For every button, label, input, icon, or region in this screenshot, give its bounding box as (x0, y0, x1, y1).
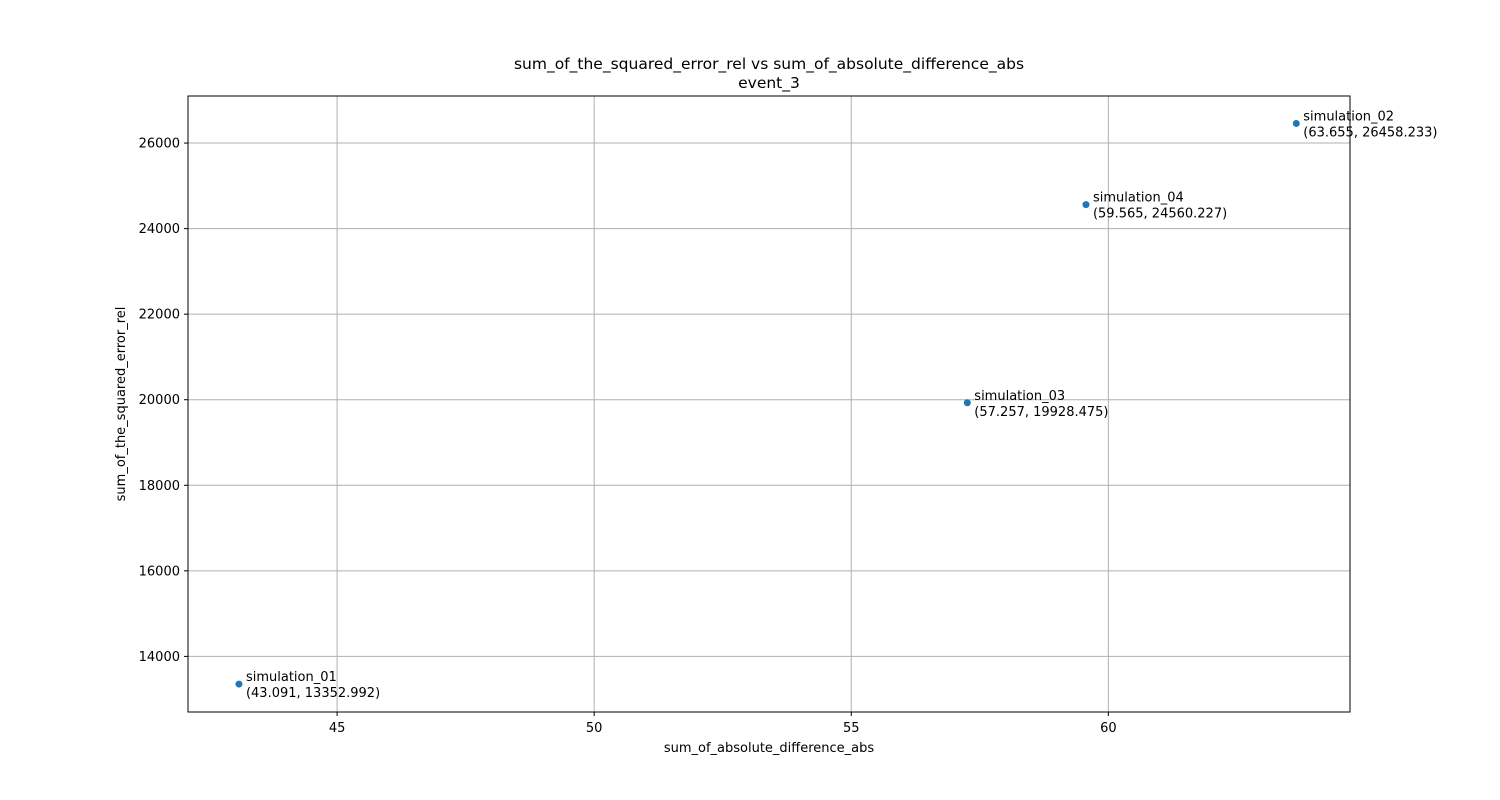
y-tick-label: 14000 (139, 650, 180, 665)
point-name-label: simulation_01 (246, 670, 337, 685)
scatter-point (235, 680, 243, 688)
x-tick-label: 60 (1100, 721, 1117, 736)
point-name-label: simulation_02 (1303, 109, 1394, 124)
y-tick-label: 26000 (139, 137, 180, 152)
point-coord-label: (63.655, 26458.233) (1303, 125, 1437, 140)
plot-area-frame (187, 95, 1351, 713)
x-tick-label: 45 (329, 721, 346, 736)
scatter-point (963, 399, 971, 407)
point-coord-label: (59.565, 24560.227) (1093, 207, 1227, 222)
x-tick-label: 55 (843, 721, 860, 736)
chart-subtitle: event_3 (738, 74, 800, 93)
x-axis-label: sum_of_absolute_difference_abs (664, 741, 875, 756)
y-tick-label: 18000 (139, 479, 180, 494)
x-tick-label: 50 (586, 721, 603, 736)
y-tick-label: 24000 (139, 222, 180, 237)
scatter-point (1292, 119, 1300, 127)
point-coord-label: (57.257, 19928.475) (974, 405, 1108, 420)
scatter-point (1082, 201, 1090, 209)
grid-layer (188, 96, 1350, 712)
y-axis-label: sum_of_the_squared_error_rel (114, 307, 129, 502)
tick-layer: 45 50 55 60 14000 16000 18000 20000 22000 24000 26… (139, 137, 1117, 736)
y-tick-label: 20000 (139, 393, 180, 408)
point-name-label: simulation_03 (974, 389, 1065, 404)
point-name-label: simulation_04 (1093, 191, 1184, 206)
point-layer: simulation_01(43.091, 13352.992) simulati… (235, 109, 1437, 701)
point-coord-label: (43.091, 13352.992) (246, 686, 380, 701)
chart-title: sum_of_the_squared_error_rel vs sum_of_a… (514, 55, 1024, 74)
y-tick-label: 22000 (139, 308, 180, 323)
y-tick-label: 16000 (139, 564, 180, 579)
